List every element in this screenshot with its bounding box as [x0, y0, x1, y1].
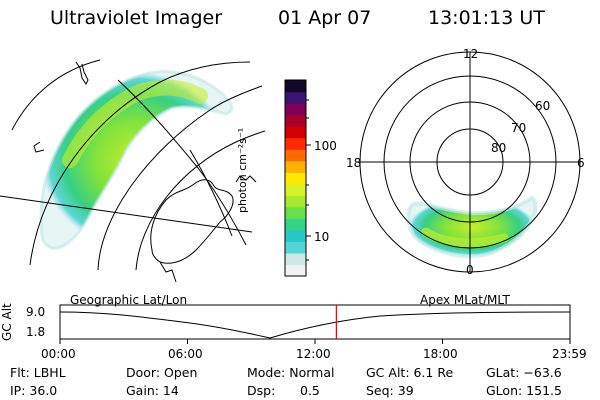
colorbar-swatch — [285, 172, 306, 185]
colorbar-swatch — [285, 241, 306, 254]
dsp-label: Dsp: — [247, 383, 276, 398]
colorbar-swatch — [285, 264, 306, 277]
time-tick-0000: 00:00 — [41, 347, 76, 361]
ip-status: IP: 36.0 — [10, 383, 58, 398]
mlt-label-18: 18 — [346, 156, 362, 170]
door-status: Door: Open — [126, 365, 198, 380]
colorbar-swatch — [285, 252, 306, 266]
colorbar-swatch — [285, 218, 306, 231]
geographic-label: Geographic Lat/Lon — [70, 293, 188, 307]
time-tick-0600: 06:00 — [168, 347, 203, 361]
time-tick-1200: 12:00 — [296, 347, 331, 361]
timeline-y-top: 9.0 — [26, 305, 46, 319]
mlt-label-12: 12 — [463, 47, 479, 61]
colorbar-swatch — [285, 91, 306, 104]
glat-status: GLat: −63.6 — [486, 365, 562, 380]
colorbar-swatch — [285, 195, 306, 208]
date-label: 01 Apr 07 — [278, 7, 372, 29]
timeline-y-bottom: 1.8 — [26, 325, 46, 339]
time-tick-2359: 23:59 — [552, 347, 587, 361]
colorbar-swatch — [285, 103, 306, 116]
polar-plot — [359, 51, 581, 273]
apex-label: Apex MLat/MLT — [420, 293, 510, 307]
time-label: 13:01:13 UT — [428, 7, 545, 29]
colorbar-swatch — [285, 137, 306, 150]
aurora-oval-geographic — [39, 70, 234, 250]
colorbar-swatch — [285, 149, 306, 162]
colorbar-swatch — [285, 114, 306, 127]
lat-label-80: 80 — [491, 141, 507, 155]
altitude-curve — [59, 311, 571, 339]
colorbar-swatch — [285, 80, 306, 93]
colorbar-swatch — [285, 229, 306, 243]
mlt-label-6: 6 — [577, 156, 585, 170]
seq-status: Seq: 39 — [366, 383, 414, 398]
flt-status: Flt: LBHL — [10, 365, 66, 380]
time-tick-1800: 18:00 — [423, 347, 458, 361]
timeline-axis-title: GC Alt — [0, 303, 14, 341]
geographic-image — [0, 59, 265, 283]
mlt-label-0: 0 — [466, 263, 474, 277]
colorbar-tick-10: 10 — [314, 230, 330, 244]
gain-status: Gain: 14 — [126, 383, 179, 398]
colorbar-swatch — [285, 126, 306, 139]
gc-alt-status: GC Alt: 6.1 Re — [366, 365, 454, 380]
instrument-title: Ultraviolet Imager — [50, 7, 223, 29]
lat-label-70: 70 — [511, 121, 527, 135]
colorbar-swatch — [285, 183, 306, 196]
colorbar-swatch — [285, 206, 306, 219]
colorbar-frame — [284, 79, 311, 277]
colorbar — [285, 80, 306, 277]
glon-status: GLon: 151.5 — [486, 383, 562, 398]
lat-label-60: 60 — [535, 99, 551, 113]
mode-status: Mode: Normal — [247, 365, 335, 380]
altitude-timeline — [59, 304, 571, 344]
colorbar-tick-100: 100 — [314, 139, 337, 153]
dsp-value: 0.5 — [300, 383, 320, 398]
colorbar-swatch — [285, 160, 306, 173]
colorbar-unit-label: photon cm⁻²s⁻¹ — [236, 127, 249, 213]
